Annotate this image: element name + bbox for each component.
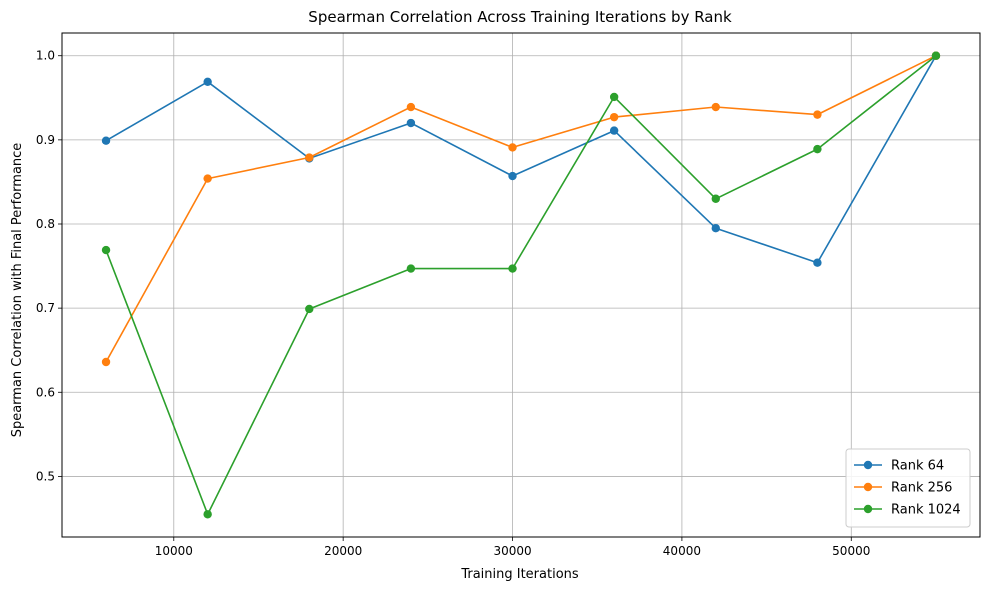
series-rank-256 <box>101 51 941 367</box>
legend-swatch-marker <box>863 460 873 470</box>
legend: Rank 64 Rank 256 Rank 1024 <box>845 448 971 528</box>
plot-frame <box>61 32 981 538</box>
y-tick-label: 0.7 <box>36 301 55 315</box>
series-line <box>105 54 937 363</box>
grid-lines <box>62 33 980 537</box>
x-axis-label: Training Iterations <box>460 567 579 582</box>
data-point <box>711 102 720 112</box>
data-point <box>203 510 212 519</box>
series-line <box>105 55 937 264</box>
data-point <box>711 194 720 203</box>
data-point <box>101 245 111 255</box>
data-point <box>813 258 822 267</box>
x-tick-label: 10000 <box>155 544 193 558</box>
data-point <box>931 51 941 60</box>
y-tick-label: 0.5 <box>36 469 55 483</box>
data-point <box>203 77 212 87</box>
legend-box <box>845 448 971 528</box>
series-rank-64 <box>101 51 941 267</box>
x-tick-label: 40000 <box>663 544 701 558</box>
legend-label: Rank 256 <box>891 481 952 496</box>
y-axis-label: Spearman Correlation with Final Performa… <box>10 143 25 438</box>
data-point <box>406 102 416 112</box>
data-point <box>101 357 111 367</box>
legend-swatch-marker <box>863 482 873 492</box>
y-tick-label: 1.0 <box>36 49 55 63</box>
data-point <box>508 264 517 273</box>
data-point <box>101 136 111 145</box>
data-point <box>813 144 822 154</box>
series-layer <box>101 51 941 519</box>
axis-ticks: 10000 20000 30000 40000 50000 0.5 0.6 0.7 0.8 0.9… <box>36 49 870 558</box>
legend-label: Rank 1024 <box>891 503 961 518</box>
chart-title: Spearman Correlation Across Training Ite… <box>308 8 732 26</box>
data-point <box>711 224 720 233</box>
data-point <box>609 92 619 102</box>
data-point <box>305 153 314 162</box>
series-rank-1024 <box>101 51 941 519</box>
data-point <box>508 171 517 181</box>
x-tick-label: 30000 <box>493 544 531 558</box>
data-point <box>203 174 212 183</box>
x-tick-label: 20000 <box>324 544 362 558</box>
data-point <box>406 118 416 128</box>
data-point <box>813 110 822 119</box>
legend-label: Rank 64 <box>891 459 944 474</box>
data-point <box>609 126 619 135</box>
series-line <box>105 55 937 516</box>
y-tick-label: 0.6 <box>36 385 55 399</box>
data-point <box>305 304 314 314</box>
x-tick-label: 50000 <box>832 544 870 558</box>
data-point <box>406 264 416 273</box>
legend-swatch-marker <box>863 504 873 514</box>
y-tick-label: 0.9 <box>36 133 55 147</box>
data-point <box>609 112 619 122</box>
y-tick-label: 0.8 <box>36 217 55 231</box>
data-point <box>508 143 517 152</box>
